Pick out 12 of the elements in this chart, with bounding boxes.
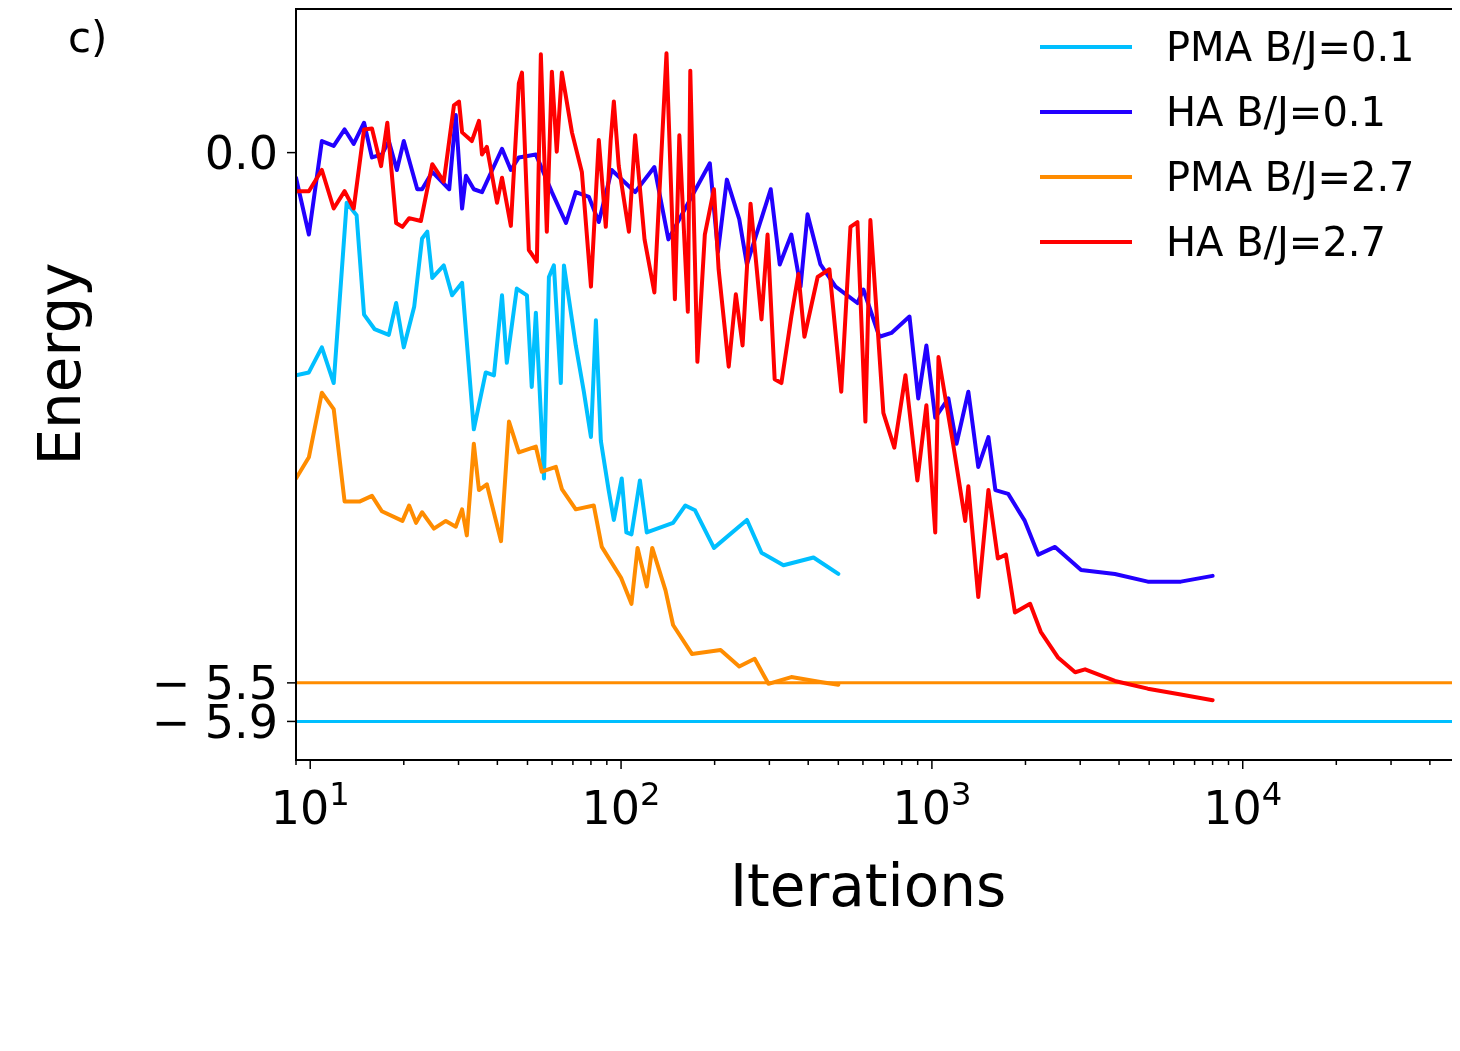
legend-label: PMA B/J=0.1 [1166, 24, 1415, 70]
x-tick-label: 10$^{1}$ [270, 775, 350, 835]
x-axis-title: Iterations [729, 852, 1007, 920]
y-axis-title: Energy [26, 262, 94, 466]
legend-label: HA B/J=2.7 [1166, 219, 1386, 265]
legend-label: HA B/J=0.1 [1166, 89, 1386, 135]
x-tick-label: 10$^{4}$ [1203, 775, 1283, 835]
x-tick-label: 10$^{3}$ [892, 775, 972, 835]
chart-title: c) [68, 13, 108, 62]
y-tick-label: 0.0 [204, 125, 278, 180]
legend-label: PMA B/J=2.7 [1166, 154, 1415, 200]
x-tick-label: 10$^{2}$ [581, 775, 661, 835]
